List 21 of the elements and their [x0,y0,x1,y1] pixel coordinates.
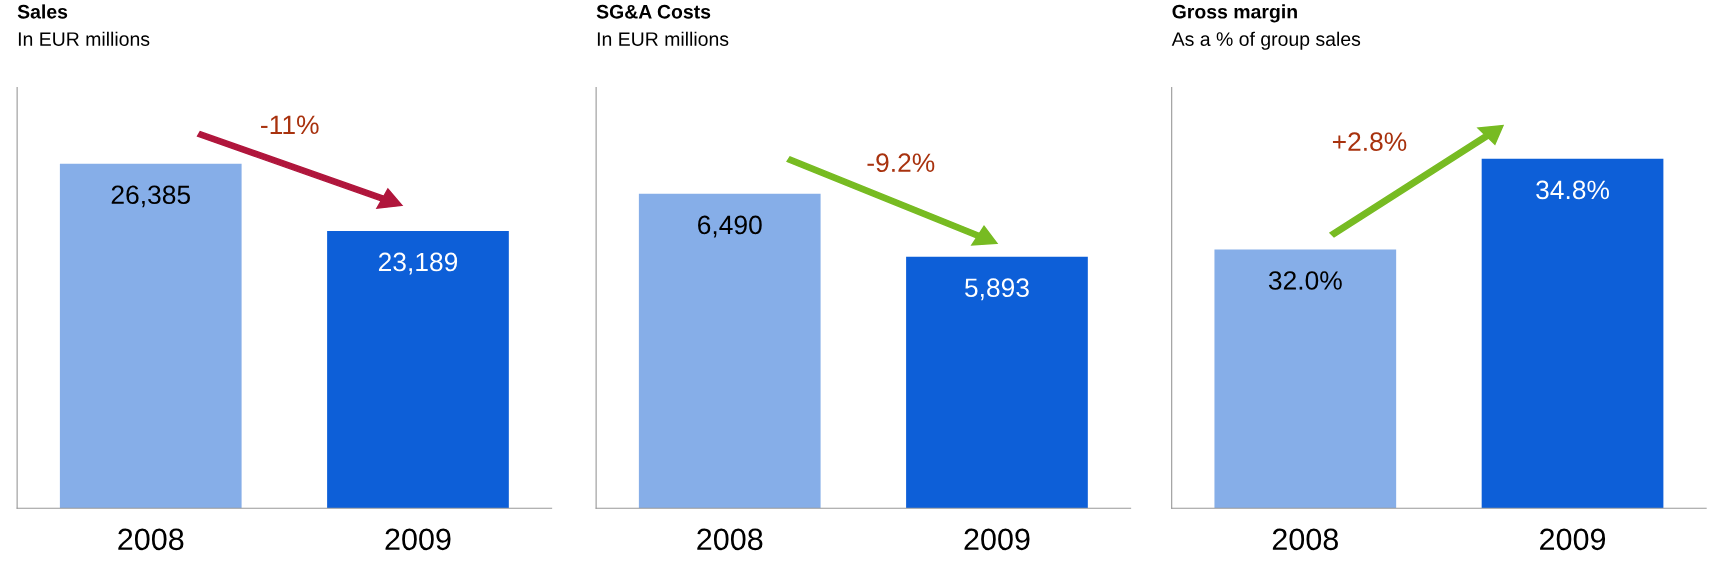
data-label: 6,490 [698,215,762,238]
chart-title: Gross margin [1172,4,1297,23]
data-label: 26,385 [111,185,190,208]
data-label: 34.8% [1536,180,1610,200]
chart-title: SG&A Costs [596,4,711,19]
annotation: +2.8% [1332,132,1407,152]
chart-subtitle: In EUR millions [597,31,729,46]
x-tick-label: 2008 [697,528,763,551]
data-label: 23,189 [378,252,458,275]
x-tick-label: 2008 [118,528,184,551]
data-label: 32.0% [1268,271,1342,290]
chart-subtitle: As a % of group sales [1171,31,1361,50]
x-tick-label: 2009 [1540,528,1606,551]
x-tick-label: 2009 [385,528,451,551]
annotation: -11% [261,115,319,135]
chart-title: Sales [17,4,68,19]
x-tick-label: 2009 [964,528,1030,551]
data-label: 5,893 [965,278,1029,301]
chart-subtitle: In EUR millions [18,31,150,46]
x-tick-label: 2008 [1272,528,1338,551]
annotation: -9.2% [867,153,935,173]
